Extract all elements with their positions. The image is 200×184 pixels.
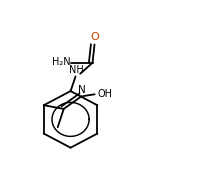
Text: O: O: [90, 32, 98, 42]
Text: H₂N: H₂N: [51, 57, 70, 67]
Text: NH: NH: [69, 65, 84, 75]
Text: N: N: [77, 85, 85, 95]
Text: OH: OH: [97, 89, 112, 99]
